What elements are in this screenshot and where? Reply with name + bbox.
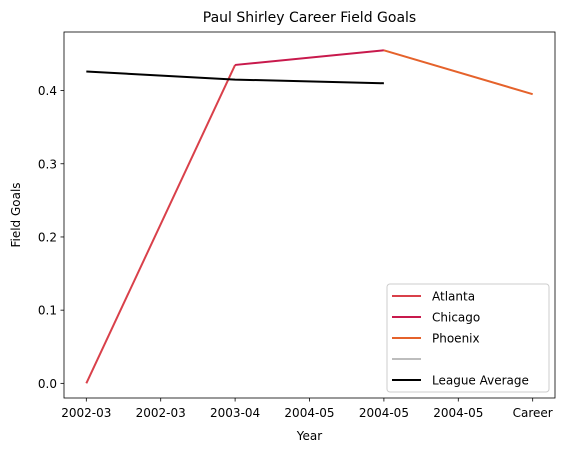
x-tick-label: Career: [513, 406, 553, 420]
y-tick-label: 0.1: [38, 304, 57, 318]
legend-label-phoenix: Phoenix: [432, 332, 480, 346]
y-tick-label: 0.0: [38, 377, 57, 391]
chart-title: Paul Shirley Career Field Goals: [203, 10, 416, 26]
x-tick-label: 2002-03: [61, 406, 111, 420]
series-line-chicago: [235, 49, 384, 66]
x-tick-label: 2004-05: [359, 406, 409, 420]
x-tick-label: 2003-04: [210, 406, 260, 420]
x-tick-label: 2002-03: [136, 406, 186, 420]
legend-label-chicago: Chicago: [432, 311, 480, 325]
series-line-atlanta: [85, 64, 237, 384]
x-tick-label: 2004-05: [433, 406, 483, 420]
x-axis: 2002-03 2002-03 2003-04 2004-05 2004-05 2004-…: [61, 398, 553, 420]
y-tick-label: 0.3: [38, 157, 57, 171]
y-tick-label: 0.2: [38, 230, 57, 244]
x-axis-label: Year: [296, 429, 322, 443]
legend: Atlanta Chicago Phoenix League Average: [386, 283, 550, 393]
series-layer: [85, 49, 533, 384]
y-axis-label: Field Goals: [9, 182, 23, 247]
legend-box: [386, 283, 550, 393]
y-axis: 0.0 0.1 0.2 0.3 0.4: [38, 84, 64, 391]
legend-label-league-average: League Average: [432, 374, 529, 388]
legend-label-atlanta: Atlanta: [432, 290, 475, 304]
y-tick-label: 0.4: [38, 84, 57, 98]
series-line-phoenix: [383, 49, 533, 96]
x-tick-label: 2004-05: [284, 406, 334, 420]
series-line-league-average: [86, 70, 384, 85]
